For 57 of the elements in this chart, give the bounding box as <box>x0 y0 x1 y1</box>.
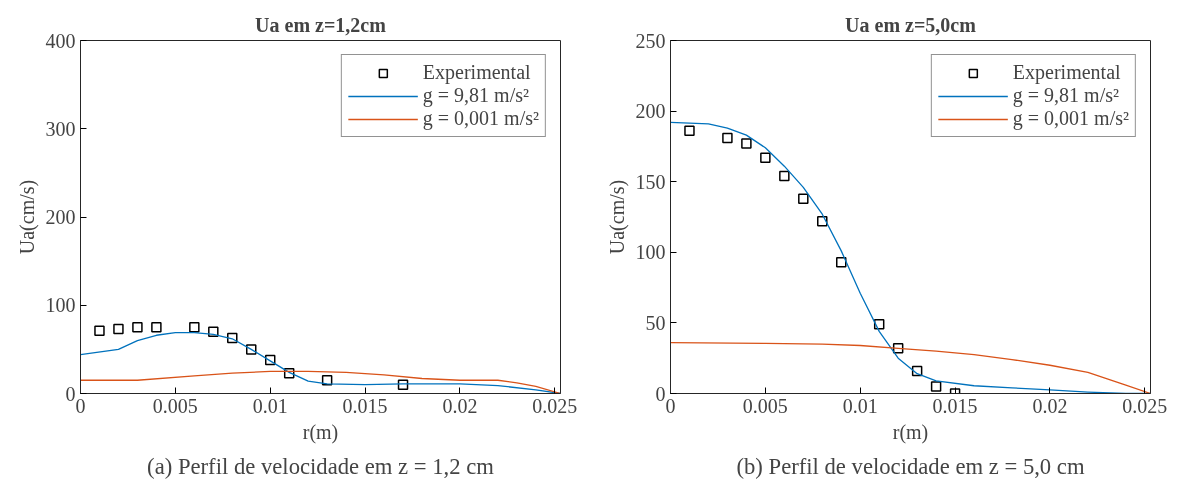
point <box>873 319 885 330</box>
legend-label: Experimental <box>1012 61 1121 84</box>
chart-title: Ua em z=1,2cm <box>255 13 387 36</box>
y-axis-title: Ua(cm/s) <box>15 179 39 255</box>
y-tick-label: 50 <box>645 311 666 334</box>
x-tick-label: 0.025 <box>532 394 578 417</box>
point <box>722 132 733 144</box>
point <box>189 322 200 333</box>
point <box>892 343 904 354</box>
point <box>208 326 219 337</box>
point <box>113 323 124 335</box>
y-tick-label: 150 <box>635 170 666 193</box>
y-tick-label: 100 <box>635 241 666 264</box>
x-tick-label: 0.015 <box>342 394 388 417</box>
y-tick-label: 300 <box>45 117 76 140</box>
point <box>321 375 333 386</box>
x-tick-label: 0.005 <box>742 394 788 417</box>
point <box>817 215 828 227</box>
point <box>741 138 752 149</box>
x-tick-label: 0.02 <box>442 394 478 417</box>
legend-label: g = 9,81 m/s² <box>1012 84 1119 107</box>
x-axis-title: r(m) <box>892 420 929 444</box>
point <box>836 256 847 268</box>
x-tick-label: 0.01 <box>252 394 288 417</box>
point <box>151 322 162 333</box>
x-tick-label: 0.02 <box>1032 394 1068 417</box>
point <box>227 332 238 344</box>
chart-title: Ua em z=5,0cm <box>845 13 977 36</box>
point <box>397 379 409 390</box>
legend-label: g = 0,001 m/s² <box>422 107 539 130</box>
point <box>930 381 942 392</box>
y-tick-label: 200 <box>635 100 666 123</box>
point <box>264 354 276 366</box>
y-tick-label: 100 <box>45 294 76 317</box>
x-tick-label: 0.01 <box>842 394 878 417</box>
text: (a) Perfil de velocidade em z = 1,2 cm <box>147 453 495 479</box>
x-axis-title: r(m) <box>302 420 339 444</box>
x-tick-label: 0.015 <box>932 394 978 417</box>
x-tick-label: 0.025 <box>1122 394 1168 417</box>
point <box>94 325 105 337</box>
point <box>283 367 295 379</box>
point <box>798 193 809 204</box>
text: (b) Perfil de velocidade em z = 5,0 cm <box>736 453 1085 479</box>
x-tick-label: 0.005 <box>152 394 198 417</box>
y-tick-label: 250 <box>635 29 666 52</box>
point <box>911 365 923 377</box>
y-tick-label: 200 <box>45 206 76 228</box>
point <box>246 344 257 355</box>
point <box>760 152 771 163</box>
y-axis-title: Ua(cm/s) <box>605 179 629 255</box>
legend-label: Experimental <box>422 61 531 84</box>
point <box>779 170 790 182</box>
legend-label: g = 9,81 m/s² <box>422 84 529 107</box>
y-tick-label: 400 <box>45 29 76 52</box>
legend-label: g = 0,001 m/s² <box>1012 107 1129 130</box>
point <box>132 322 143 333</box>
point <box>684 125 695 137</box>
